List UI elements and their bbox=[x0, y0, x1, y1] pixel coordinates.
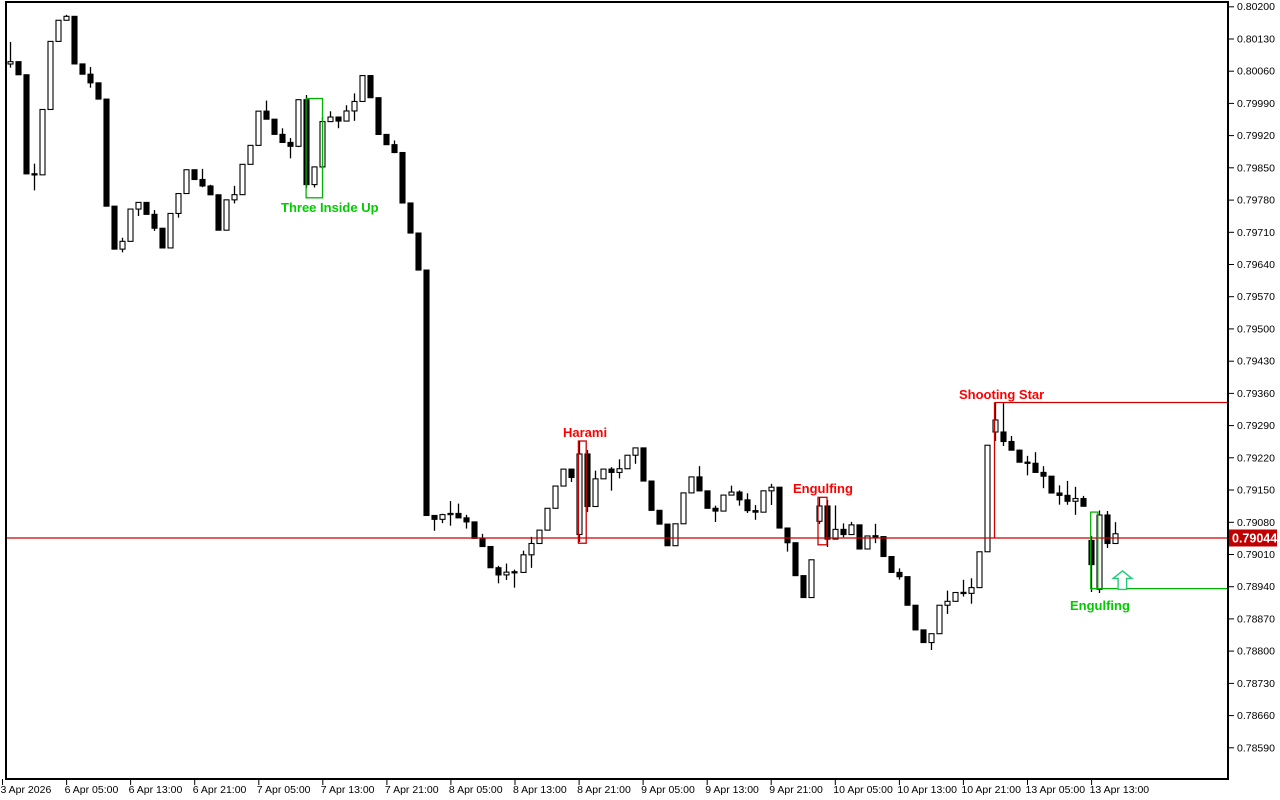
svg-text:0.79044: 0.79044 bbox=[1232, 531, 1277, 545]
svg-text:Engulfing: Engulfing bbox=[1070, 598, 1130, 613]
svg-text:0.78800: 0.78800 bbox=[1237, 646, 1275, 658]
svg-text:0.79220: 0.79220 bbox=[1237, 452, 1275, 464]
svg-text:10 Apr 05:00: 10 Apr 05:00 bbox=[833, 784, 893, 796]
svg-text:0.80130: 0.80130 bbox=[1237, 34, 1275, 46]
svg-text:0.79920: 0.79920 bbox=[1237, 130, 1275, 142]
svg-text:0.79080: 0.79080 bbox=[1237, 517, 1275, 529]
svg-text:9 Apr 05:00: 9 Apr 05:00 bbox=[641, 784, 695, 796]
svg-text:8 Apr 13:00: 8 Apr 13:00 bbox=[513, 784, 567, 796]
svg-text:0.80200: 0.80200 bbox=[1237, 1, 1275, 13]
svg-text:0.79850: 0.79850 bbox=[1237, 162, 1275, 174]
svg-text:Engulfing: Engulfing bbox=[793, 481, 853, 496]
svg-text:9 Apr 13:00: 9 Apr 13:00 bbox=[705, 784, 759, 796]
svg-text:0.78590: 0.78590 bbox=[1237, 742, 1275, 754]
svg-text:0.79710: 0.79710 bbox=[1237, 227, 1275, 239]
svg-text:7 Apr 13:00: 7 Apr 13:00 bbox=[321, 784, 375, 796]
svg-text:0.78940: 0.78940 bbox=[1237, 581, 1275, 593]
svg-text:0.79640: 0.79640 bbox=[1237, 259, 1275, 271]
svg-text:0.78870: 0.78870 bbox=[1237, 613, 1275, 625]
svg-text:0.78730: 0.78730 bbox=[1237, 678, 1275, 690]
svg-text:Harami: Harami bbox=[563, 425, 607, 440]
svg-text:8 Apr 05:00: 8 Apr 05:00 bbox=[449, 784, 503, 796]
svg-text:3 Apr 2026: 3 Apr 2026 bbox=[1, 784, 52, 796]
svg-text:8 Apr 21:00: 8 Apr 21:00 bbox=[577, 784, 631, 796]
svg-text:0.78660: 0.78660 bbox=[1237, 710, 1275, 722]
svg-text:Three Inside Up: Three Inside Up bbox=[281, 200, 379, 215]
svg-text:9 Apr 21:00: 9 Apr 21:00 bbox=[769, 784, 823, 796]
svg-text:6 Apr 21:00: 6 Apr 21:00 bbox=[193, 784, 247, 796]
svg-text:Shooting Star: Shooting Star bbox=[959, 387, 1044, 402]
svg-text:10 Apr 21:00: 10 Apr 21:00 bbox=[961, 784, 1021, 796]
svg-text:0.80060: 0.80060 bbox=[1237, 66, 1275, 78]
svg-text:0.79290: 0.79290 bbox=[1237, 420, 1275, 432]
svg-text:0.79360: 0.79360 bbox=[1237, 388, 1275, 400]
svg-text:10 Apr 13:00: 10 Apr 13:00 bbox=[897, 784, 957, 796]
svg-text:0.79150: 0.79150 bbox=[1237, 485, 1275, 497]
svg-text:13 Apr 05:00: 13 Apr 05:00 bbox=[1026, 784, 1086, 796]
svg-text:13 Apr 13:00: 13 Apr 13:00 bbox=[1090, 784, 1150, 796]
svg-text:0.79780: 0.79780 bbox=[1237, 195, 1275, 207]
svg-text:7 Apr 21:00: 7 Apr 21:00 bbox=[385, 784, 439, 796]
svg-text:7 Apr 05:00: 7 Apr 05:00 bbox=[257, 784, 311, 796]
svg-text:0.79570: 0.79570 bbox=[1237, 291, 1275, 303]
svg-text:0.79430: 0.79430 bbox=[1237, 356, 1275, 368]
svg-text:0.79990: 0.79990 bbox=[1237, 98, 1275, 110]
svg-text:6 Apr 05:00: 6 Apr 05:00 bbox=[65, 784, 119, 796]
svg-text:6 Apr 13:00: 6 Apr 13:00 bbox=[129, 784, 183, 796]
svg-text:0.79500: 0.79500 bbox=[1237, 323, 1275, 335]
svg-text:0.79010: 0.79010 bbox=[1237, 549, 1275, 561]
